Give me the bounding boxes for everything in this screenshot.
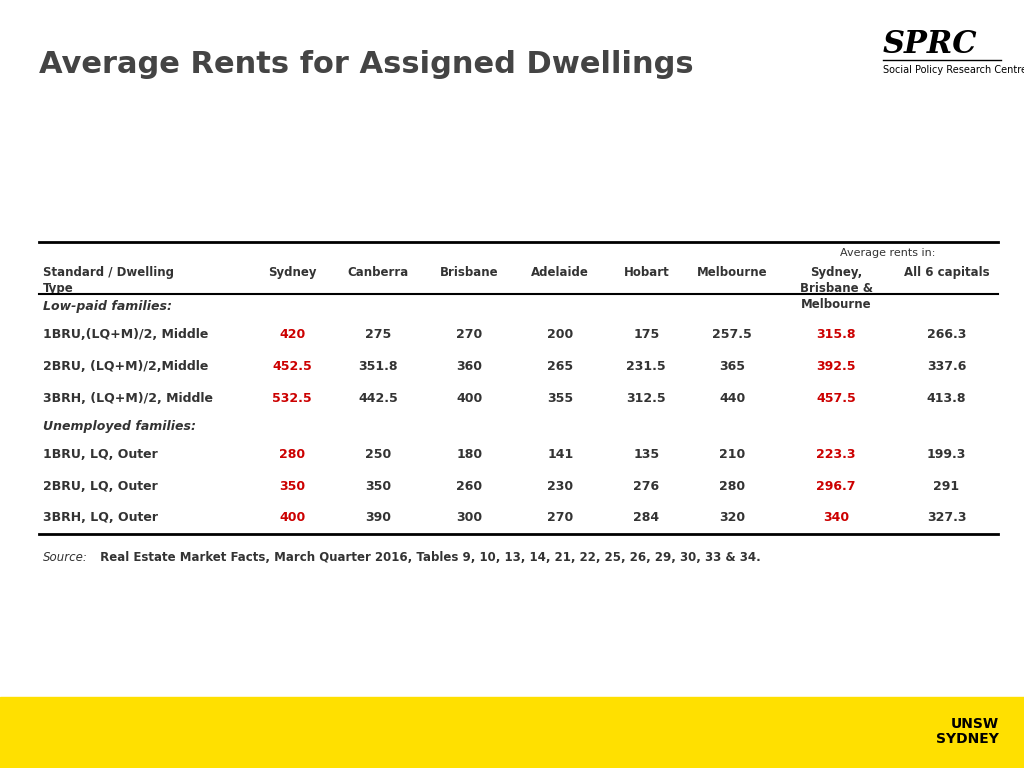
Text: 200: 200 — [547, 329, 573, 341]
Text: 199.3: 199.3 — [927, 448, 967, 461]
Bar — [0, 697, 1024, 768]
Text: 180: 180 — [456, 448, 482, 461]
Text: 266.3: 266.3 — [927, 329, 967, 341]
Text: 2BRU, (LQ+M)/2,Middle: 2BRU, (LQ+M)/2,Middle — [43, 360, 208, 373]
Text: 257.5: 257.5 — [713, 329, 753, 341]
Text: 360: 360 — [457, 360, 482, 373]
Text: 1BRU,(LQ+M)/2, Middle: 1BRU,(LQ+M)/2, Middle — [43, 329, 208, 341]
Text: Standard / Dwelling
Type: Standard / Dwelling Type — [43, 266, 174, 296]
Text: 327.3: 327.3 — [927, 511, 967, 525]
Text: 442.5: 442.5 — [358, 392, 398, 405]
Text: 175: 175 — [633, 329, 659, 341]
Text: 350: 350 — [366, 480, 391, 493]
Text: Canberra: Canberra — [347, 266, 409, 280]
Text: 457.5: 457.5 — [816, 392, 856, 405]
Text: Sydney,
Brisbane &
Melbourne: Sydney, Brisbane & Melbourne — [800, 266, 872, 312]
Text: 265: 265 — [547, 360, 573, 373]
Text: UNSW
SYDNEY: UNSW SYDNEY — [936, 717, 998, 746]
Text: 223.3: 223.3 — [816, 448, 856, 461]
Text: 280: 280 — [719, 480, 745, 493]
Text: 210: 210 — [719, 448, 745, 461]
Text: 280: 280 — [280, 448, 305, 461]
Text: Source:: Source: — [43, 551, 88, 564]
Text: Average Rents for Assigned Dwellings: Average Rents for Assigned Dwellings — [39, 50, 693, 79]
Text: 1BRU, LQ, Outer: 1BRU, LQ, Outer — [43, 448, 158, 461]
Text: 300: 300 — [456, 511, 482, 525]
Text: 400: 400 — [456, 392, 482, 405]
Text: 351.8: 351.8 — [358, 360, 398, 373]
Text: 315.8: 315.8 — [816, 329, 856, 341]
Text: 275: 275 — [366, 329, 391, 341]
Text: 141: 141 — [547, 448, 573, 461]
Text: 270: 270 — [547, 511, 573, 525]
Text: Adelaide: Adelaide — [531, 266, 589, 280]
Text: 270: 270 — [456, 329, 482, 341]
Text: 365: 365 — [719, 360, 745, 373]
Text: 355: 355 — [547, 392, 573, 405]
Text: 276: 276 — [633, 480, 659, 493]
Text: 390: 390 — [366, 511, 391, 525]
Text: Sydney: Sydney — [268, 266, 316, 280]
Text: 135: 135 — [633, 448, 659, 461]
Text: 284: 284 — [633, 511, 659, 525]
Text: Social Policy Research Centre: Social Policy Research Centre — [883, 65, 1024, 74]
Text: 2BRU, LQ, Outer: 2BRU, LQ, Outer — [43, 480, 158, 493]
Text: 440: 440 — [719, 392, 745, 405]
Text: 337.6: 337.6 — [927, 360, 967, 373]
Text: 532.5: 532.5 — [272, 392, 312, 405]
Text: 291: 291 — [934, 480, 959, 493]
Text: 340: 340 — [823, 511, 849, 525]
Text: 312.5: 312.5 — [627, 392, 666, 405]
Text: 413.8: 413.8 — [927, 392, 967, 405]
Text: 260: 260 — [456, 480, 482, 493]
Text: 350: 350 — [280, 480, 305, 493]
Text: 3BRH, (LQ+M)/2, Middle: 3BRH, (LQ+M)/2, Middle — [43, 392, 213, 405]
Text: 452.5: 452.5 — [272, 360, 312, 373]
Text: 420: 420 — [279, 329, 305, 341]
Text: Melbourne: Melbourne — [697, 266, 768, 280]
Text: 250: 250 — [366, 448, 391, 461]
Text: Hobart: Hobart — [624, 266, 669, 280]
Text: Average rents in:: Average rents in: — [841, 248, 936, 258]
Text: 320: 320 — [719, 511, 745, 525]
Text: Low-paid families:: Low-paid families: — [43, 300, 172, 313]
Text: Brisbane: Brisbane — [440, 266, 499, 280]
Text: 230: 230 — [547, 480, 573, 493]
Text: Real Estate Market Facts, March Quarter 2016, Tables 9, 10, 13, 14, 21, 22, 25, : Real Estate Market Facts, March Quarter … — [96, 551, 761, 564]
Text: Unemployed families:: Unemployed families: — [43, 420, 196, 433]
Text: 3BRH, LQ, Outer: 3BRH, LQ, Outer — [43, 511, 158, 525]
Text: SPRC: SPRC — [883, 29, 977, 60]
Text: 231.5: 231.5 — [627, 360, 666, 373]
Text: 400: 400 — [279, 511, 305, 525]
Text: 296.7: 296.7 — [816, 480, 856, 493]
Text: All 6 capitals: All 6 capitals — [903, 266, 989, 280]
Text: 392.5: 392.5 — [816, 360, 856, 373]
